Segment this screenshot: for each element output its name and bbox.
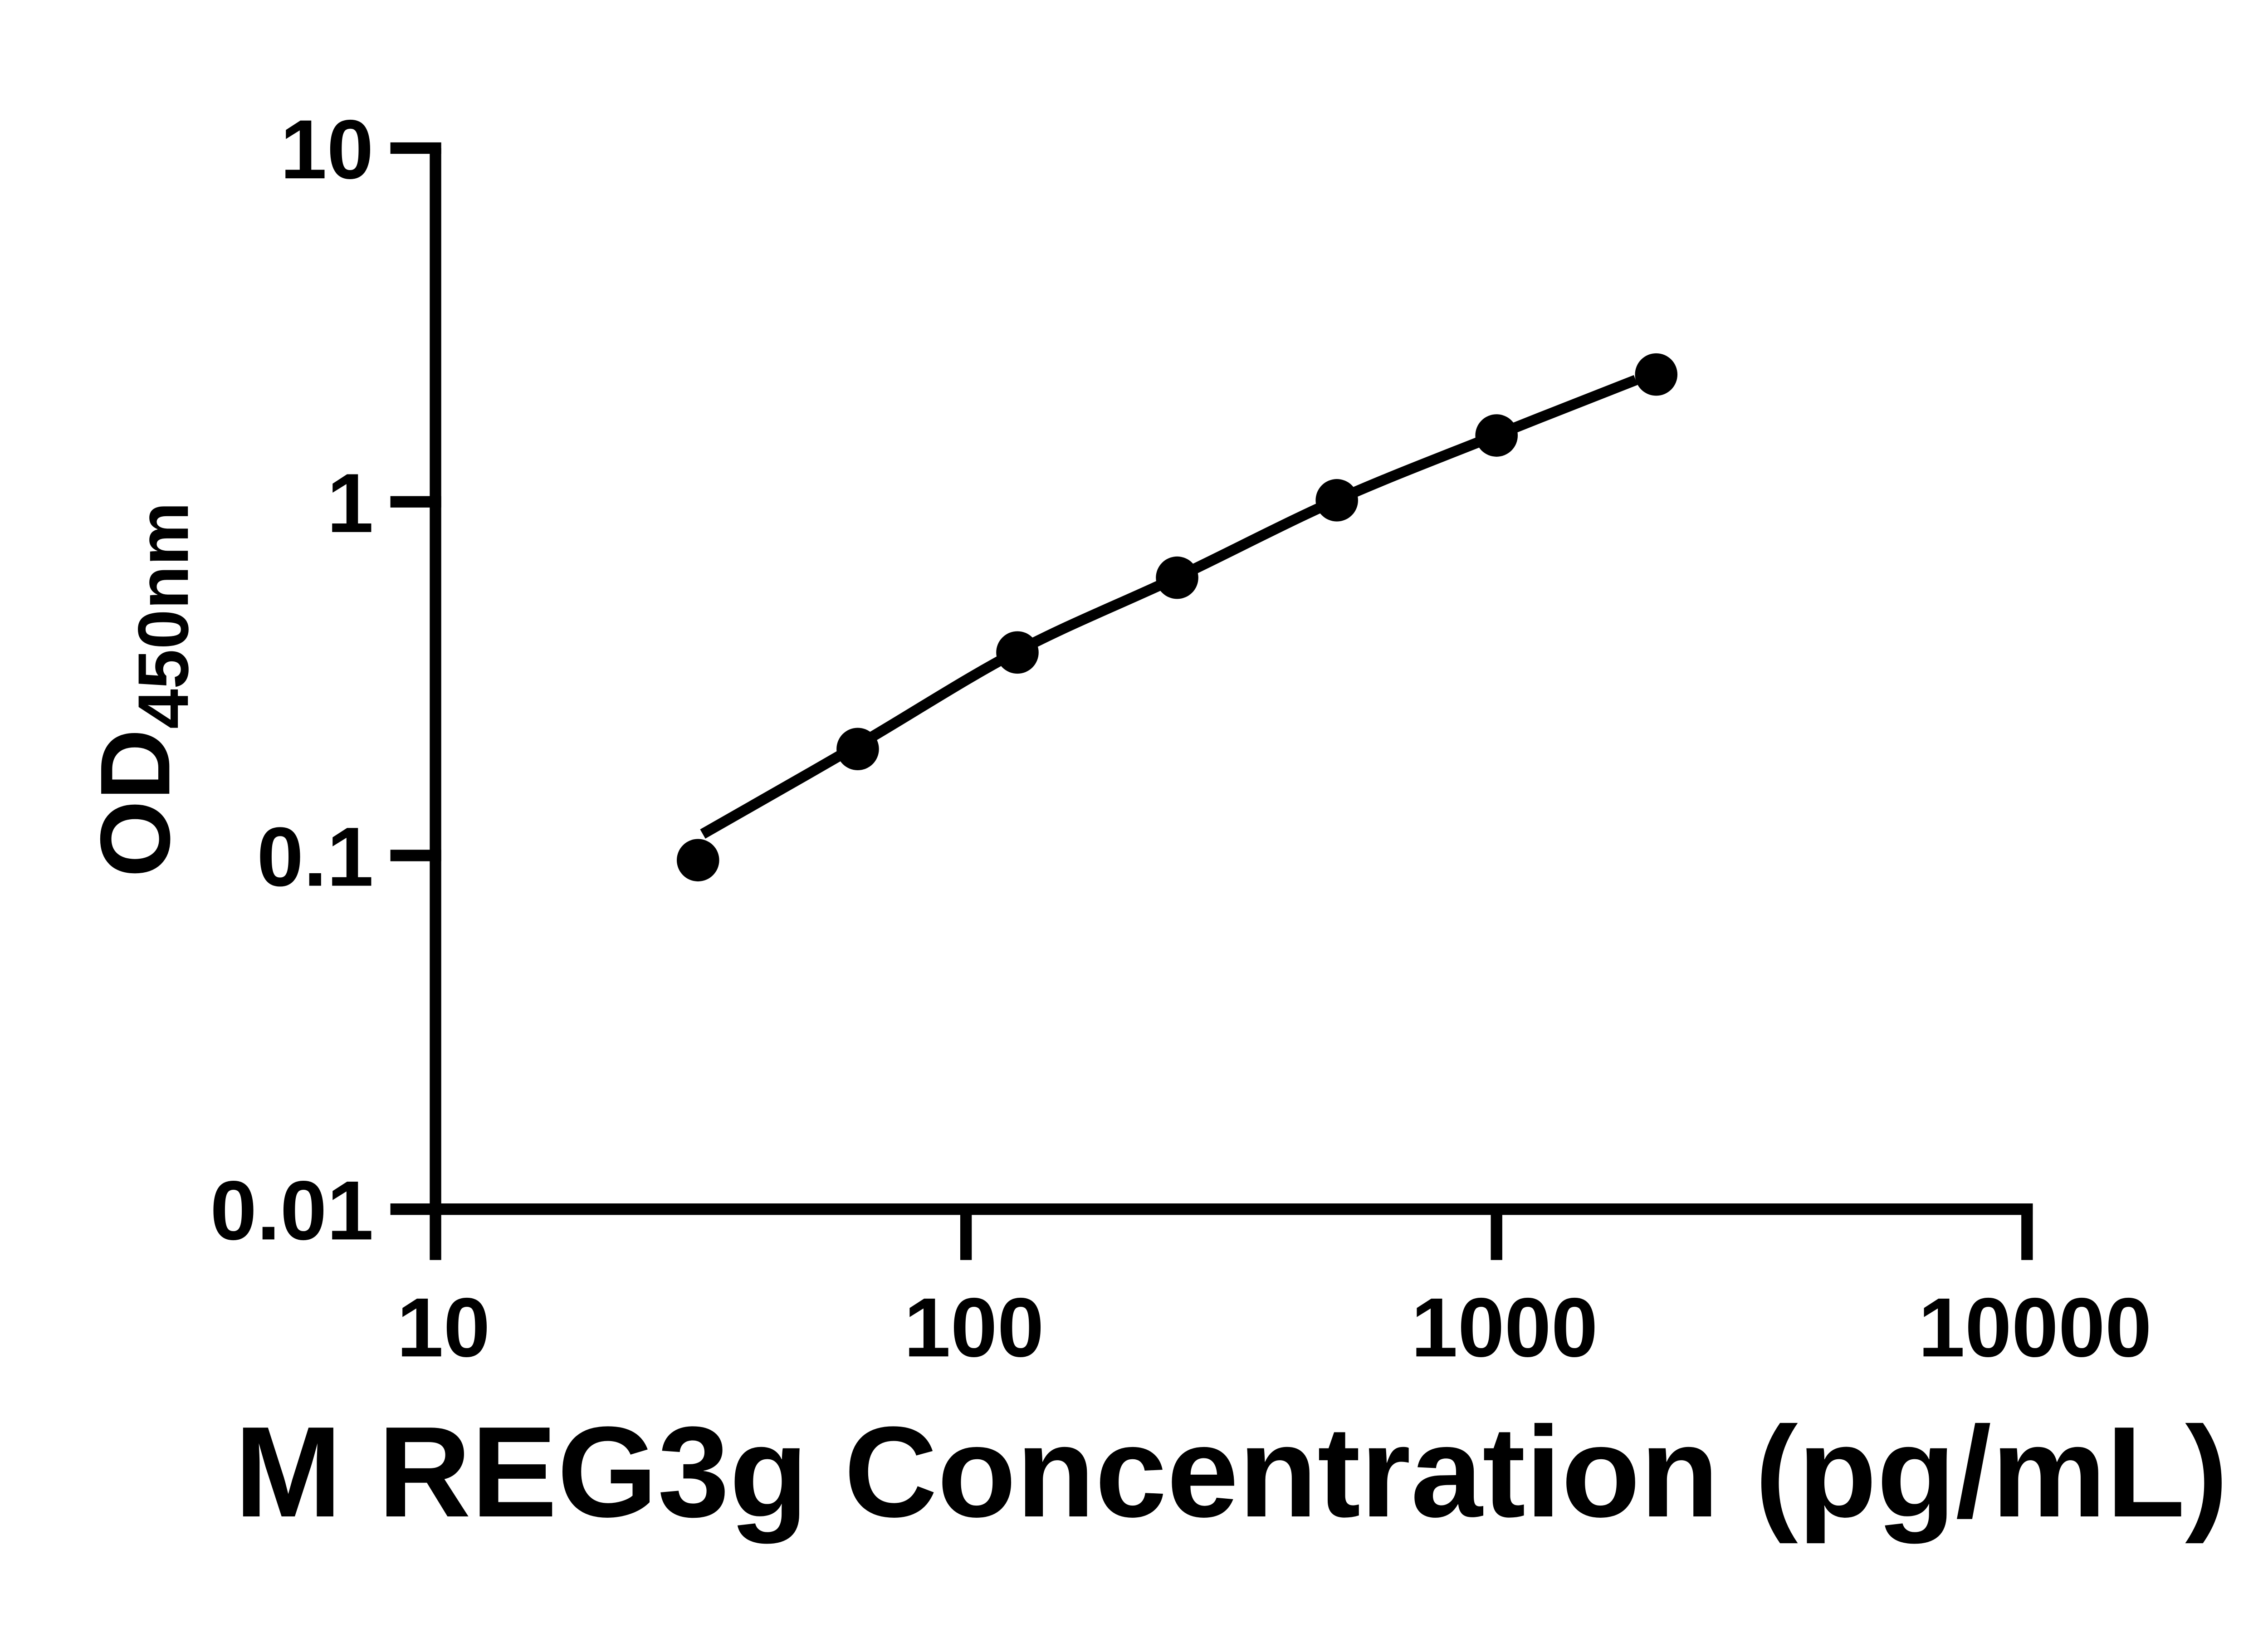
y-tick-label-1: 1 <box>327 456 374 550</box>
data-point-marker-x125 <box>996 631 1039 674</box>
x-axis-title: M REG3g Concentration (pg/mL) <box>235 1400 2228 1545</box>
y-tick-label-0.1: 0.1 <box>257 810 373 904</box>
axes-layer <box>390 142 2033 1260</box>
standard-curve-chart: 10 1 0.1 0.01 10 100 1000 10000 M REG3g Concent… <box>80 103 2229 1545</box>
data-point-marker-x250 <box>1156 556 1198 599</box>
data-point-marker-x1000 <box>1475 414 1518 457</box>
y-tick-label-10: 10 <box>280 103 374 196</box>
x-tick-label-1000: 1000 <box>1411 1281 1598 1374</box>
x-tick-label-10000: 10000 <box>1918 1281 2152 1374</box>
data-point-marker-x62.5 <box>836 728 879 771</box>
x-tick-label-10: 10 <box>397 1281 490 1374</box>
tick-labels-layer: 10 1 0.1 0.01 10 100 1000 10000 <box>210 103 2152 1374</box>
elisa-standard-curve-figure: 10 1 0.1 0.01 10 100 1000 10000 M REG3g Concent… <box>80 103 2229 1545</box>
x-tick-label-100: 100 <box>904 1281 1044 1374</box>
y-axis-title: OD450nm <box>80 502 203 878</box>
data-point-marker-x500 <box>1315 479 1358 522</box>
data-point-marker-x2000 <box>1635 353 1678 396</box>
data-point-marker-x31.25 <box>677 839 719 882</box>
y-axis-title-main: OD <box>80 729 191 877</box>
data-points-layer <box>677 353 1678 882</box>
y-axis-title-subscript: 450nm <box>123 502 203 729</box>
y-tick-label-0.01: 0.01 <box>210 1164 373 1257</box>
